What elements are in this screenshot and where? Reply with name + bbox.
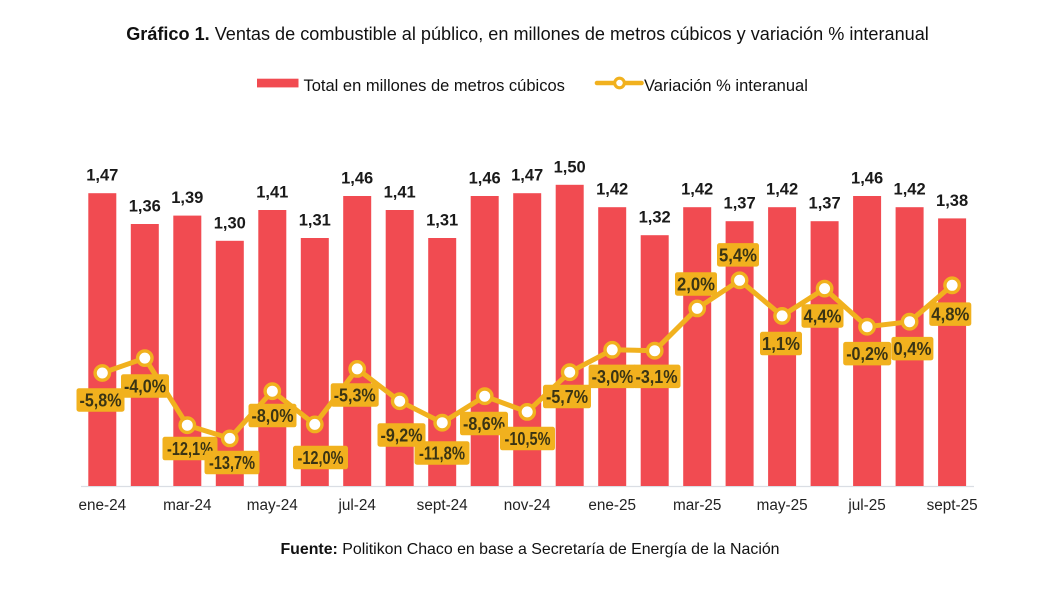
svg-text:Variación % interanual: Variación % interanual (644, 77, 808, 95)
svg-text:-5,7%: -5,7% (546, 387, 588, 407)
svg-text:1,31: 1,31 (426, 212, 458, 230)
svg-text:1,37: 1,37 (724, 195, 756, 213)
svg-text:1,46: 1,46 (469, 170, 501, 188)
svg-text:ene-24: ene-24 (78, 497, 126, 514)
svg-text:jul-24: jul-24 (337, 497, 376, 514)
svg-text:1,46: 1,46 (341, 170, 373, 188)
svg-text:1,30: 1,30 (214, 214, 246, 232)
svg-text:-5,3%: -5,3% (334, 386, 376, 406)
svg-text:1,32: 1,32 (639, 209, 671, 227)
svg-text:1,39: 1,39 (171, 189, 203, 207)
svg-text:0,4%: 0,4% (893, 339, 931, 359)
svg-text:-5,8%: -5,8% (80, 391, 122, 411)
svg-text:sept-24: sept-24 (417, 497, 469, 514)
svg-text:nov-24: nov-24 (504, 497, 551, 514)
svg-text:1,46: 1,46 (851, 170, 883, 188)
svg-text:1,42: 1,42 (766, 181, 798, 199)
svg-text:1,42: 1,42 (681, 181, 713, 199)
svg-text:ene-25: ene-25 (588, 497, 636, 514)
svg-text:1,42: 1,42 (894, 181, 926, 199)
svg-text:may-25: may-25 (757, 497, 808, 514)
svg-text:-4,0%: -4,0% (124, 377, 166, 397)
svg-text:-0,2%: -0,2% (846, 344, 888, 364)
svg-text:1,31: 1,31 (299, 212, 331, 230)
svg-text:-13,7%: -13,7% (209, 453, 255, 473)
svg-text:1,41: 1,41 (384, 184, 416, 202)
svg-text:4,8%: 4,8% (931, 305, 969, 325)
svg-text:may-24: may-24 (247, 497, 298, 514)
svg-text:1,37: 1,37 (809, 195, 841, 213)
svg-text:1,47: 1,47 (511, 167, 543, 185)
svg-text:4,4%: 4,4% (804, 307, 842, 327)
svg-text:-3,0%: -3,0% (592, 367, 634, 387)
svg-text:1,1%: 1,1% (762, 334, 800, 354)
svg-text:mar-25: mar-25 (673, 497, 721, 514)
svg-text:-10,5%: -10,5% (505, 429, 551, 449)
svg-text:Total en millones de metros cú: Total en millones de metros cúbicos (304, 77, 565, 95)
svg-text:-8,6%: -8,6% (463, 414, 505, 434)
svg-text:1,50: 1,50 (554, 158, 586, 176)
svg-text:1,36: 1,36 (129, 198, 161, 216)
svg-text:-9,2%: -9,2% (381, 426, 423, 446)
svg-text:2,0%: 2,0% (677, 275, 715, 295)
svg-text:sept-25: sept-25 (927, 497, 978, 514)
svg-text:-12,0%: -12,0% (298, 448, 344, 468)
svg-text:1,47: 1,47 (86, 167, 118, 185)
svg-text:5,4%: 5,4% (719, 245, 757, 265)
svg-text:1,41: 1,41 (256, 184, 288, 202)
svg-text:-12,1%: -12,1% (167, 439, 213, 459)
svg-text:-8,0%: -8,0% (252, 406, 294, 426)
svg-text:jul-25: jul-25 (847, 497, 885, 514)
svg-text:1,38: 1,38 (936, 192, 968, 210)
svg-text:Fuente: Politikon Chaco en bas: Fuente: Politikon Chaco en base a Secret… (280, 541, 779, 558)
svg-text:-3,1%: -3,1% (636, 367, 678, 387)
svg-text:mar-24: mar-24 (163, 497, 212, 514)
svg-text:1,42: 1,42 (596, 181, 628, 199)
svg-text:Gráfico 1. Ventas de combustib: Gráfico 1. Ventas de combustible al públ… (126, 24, 929, 44)
svg-text:-11,8%: -11,8% (419, 444, 465, 464)
